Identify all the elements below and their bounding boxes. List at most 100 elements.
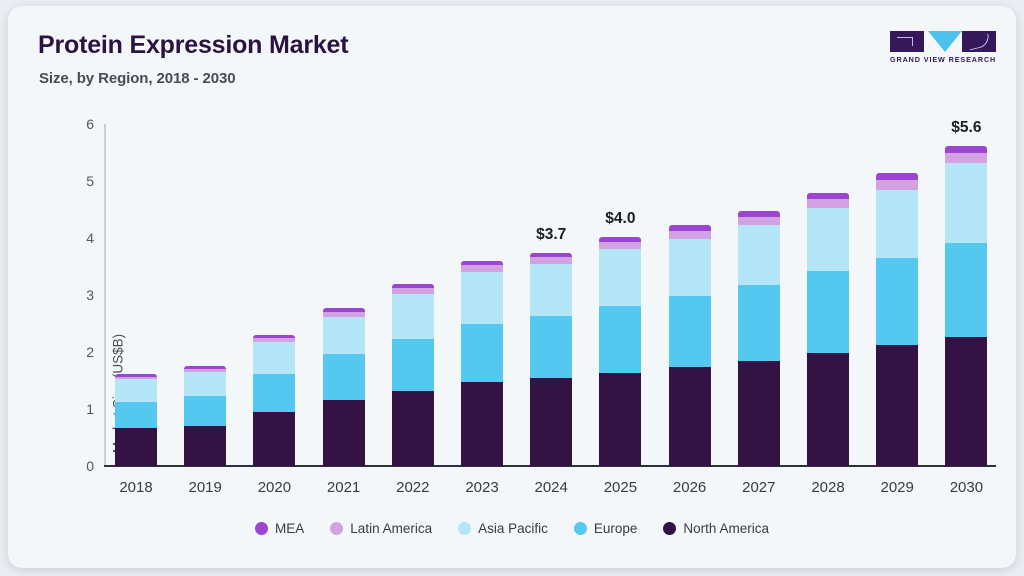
legend-item-europe[interactable]: Europe <box>573 521 638 536</box>
y-axis-tick-1: 1 <box>86 401 94 417</box>
legend-item-north-america[interactable]: North America <box>663 521 769 536</box>
bar-segment-north-america-2025[interactable] <box>599 373 642 466</box>
bar-segment-latin-america-2028[interactable] <box>807 199 849 209</box>
grand-view-research-logo: GRAND VIEW RESEARCH <box>890 31 996 66</box>
x-axis-line <box>104 465 996 467</box>
x-axis-tick-2028: 2028 <box>811 479 845 496</box>
bar-segment-latin-america-2021[interactable] <box>322 311 365 318</box>
bar-segment-europe-2030[interactable] <box>945 242 988 337</box>
bar-segment-latin-america-2027[interactable] <box>737 216 780 226</box>
bar-segment-europe-2029[interactable] <box>876 257 919 345</box>
bar-segment-europe-2020[interactable] <box>253 374 296 412</box>
logo-text: GRAND VIEW RESEARCH <box>890 55 997 64</box>
legend-item-latin-america[interactable]: Latin America <box>330 521 432 536</box>
bar-segment-europe-2019[interactable] <box>184 396 227 426</box>
logo-left-square-icon <box>890 31 924 52</box>
bar-segment-mea-2024[interactable] <box>530 252 573 258</box>
bar-segment-asia-pacific-2021[interactable] <box>322 317 365 355</box>
x-axis-tick-2029: 2029 <box>880 479 914 496</box>
x-axis-tick-2020: 2020 <box>257 479 292 496</box>
bar-segment-latin-america-2019[interactable] <box>184 368 227 372</box>
x-axis-tick-2018: 2018 <box>119 479 153 496</box>
bar-segment-mea-2025[interactable] <box>599 236 642 242</box>
y-axis-tick-6: 6 <box>86 116 94 132</box>
bar-segment-europe-2024[interactable] <box>530 315 573 379</box>
bar-segment-latin-america-2024[interactable] <box>530 257 573 265</box>
bar-segment-latin-america-2020[interactable] <box>253 337 296 342</box>
y-axis-tick-5: 5 <box>86 173 94 189</box>
legend-item-asia-pacific[interactable]: Asia Pacific <box>458 521 548 536</box>
bar-segment-mea-2026[interactable] <box>668 225 711 232</box>
bar-segment-mea-2021[interactable] <box>322 308 365 312</box>
bar-segment-north-america-2029[interactable] <box>876 344 919 466</box>
bar-segment-asia-pacific-2024[interactable] <box>530 264 573 316</box>
y-axis-tick-0: 0 <box>86 458 94 474</box>
bar-segment-north-america-2018[interactable] <box>115 427 157 466</box>
bar-segment-latin-america-2023[interactable] <box>461 264 503 272</box>
bar-segment-north-america-2030[interactable] <box>945 336 988 466</box>
legend-swatch-icon <box>663 522 677 535</box>
logo-triangle-icon <box>928 31 962 52</box>
bar-segment-mea-2018[interactable] <box>115 374 157 377</box>
bar-segment-asia-pacific-2027[interactable] <box>737 225 780 285</box>
bar-segment-asia-pacific-2023[interactable] <box>461 271 503 325</box>
bar-segment-asia-pacific-2020[interactable] <box>253 341 296 375</box>
bar-segment-asia-pacific-2028[interactable] <box>807 208 849 272</box>
bar-segment-north-america-2019[interactable] <box>184 425 227 466</box>
y-axis-line <box>104 124 106 466</box>
legend-item-label: Latin America <box>350 521 433 536</box>
legend-item-label: Europe <box>593 521 638 536</box>
legend-item-label: MEA <box>275 521 305 536</box>
bar-segment-mea-2028[interactable] <box>807 192 849 200</box>
bar-segment-europe-2025[interactable] <box>599 306 642 374</box>
bar-segment-latin-america-2026[interactable] <box>668 231 711 240</box>
bar-segment-north-america-2028[interactable] <box>807 352 849 466</box>
bar-segment-latin-america-2025[interactable] <box>599 242 642 250</box>
bar-segment-europe-2026[interactable] <box>668 296 711 367</box>
bar-segment-mea-2019[interactable] <box>184 366 227 369</box>
bar-segment-latin-america-2029[interactable] <box>876 179 919 190</box>
x-axis-tick-2026: 2026 <box>672 479 707 496</box>
bar-segment-mea-2020[interactable] <box>253 334 296 338</box>
legend-item-mea[interactable]: MEA <box>255 521 304 536</box>
bar-segment-north-america-2026[interactable] <box>668 366 711 466</box>
chart-subtitle: Size, by Region, 2018 - 2030 <box>39 70 236 87</box>
bar-segment-mea-2029[interactable] <box>876 173 919 180</box>
page-title: Protein Expression Market <box>38 31 349 59</box>
bar-segment-asia-pacific-2030[interactable] <box>945 162 988 243</box>
bar-segment-europe-2028[interactable] <box>807 271 849 353</box>
bar-segment-north-america-2023[interactable] <box>461 382 503 466</box>
bar-segment-europe-2018[interactable] <box>115 402 157 428</box>
chart-legend: MEA Latin America Asia Pacific Europe North … <box>8 521 1016 536</box>
bar-segment-europe-2022[interactable] <box>391 339 434 391</box>
bar-segment-latin-america-2018[interactable] <box>115 376 157 380</box>
bar-segment-asia-pacific-2025[interactable] <box>599 249 642 307</box>
x-axis-tick-2027: 2027 <box>742 479 776 496</box>
logo-swoosh-mark-icon <box>966 33 992 51</box>
chart-card: Protein Expression Market Size, by Regio… <box>8 6 1016 568</box>
bar-segment-north-america-2027[interactable] <box>737 361 780 466</box>
bar-segment-north-america-2022[interactable] <box>391 390 434 466</box>
logo-bracket-mark-icon <box>897 37 913 46</box>
x-axis-tick-2021: 2021 <box>326 479 361 496</box>
bar-segment-mea-2022[interactable] <box>391 283 434 288</box>
bar-segment-mea-2027[interactable] <box>737 211 780 217</box>
bar-segment-europe-2021[interactable] <box>322 354 365 401</box>
bar-segment-asia-pacific-2026[interactable] <box>668 239 711 297</box>
bar-segment-mea-2023[interactable] <box>461 260 503 265</box>
bar-segment-north-america-2021[interactable] <box>322 400 365 466</box>
bar-segment-latin-america-2022[interactable] <box>391 287 434 294</box>
bar-segment-asia-pacific-2029[interactable] <box>876 189 919 258</box>
bar-segment-asia-pacific-2022[interactable] <box>391 293 434 340</box>
bar-segment-latin-america-2030[interactable] <box>945 152 988 163</box>
y-axis-tick-2: 2 <box>86 344 94 360</box>
bar-segment-europe-2023[interactable] <box>461 324 503 383</box>
bar-segment-europe-2027[interactable] <box>737 284 780 362</box>
bar-segment-asia-pacific-2019[interactable] <box>184 371 227 397</box>
bar-segment-north-america-2024[interactable] <box>530 378 573 466</box>
x-axis-tick-2019: 2019 <box>188 479 222 496</box>
bar-segment-asia-pacific-2018[interactable] <box>115 379 157 403</box>
bar-segment-north-america-2020[interactable] <box>253 411 296 466</box>
bar-segment-mea-2030[interactable] <box>945 145 988 153</box>
bar-total-label-2030: $5.6 <box>951 118 982 136</box>
